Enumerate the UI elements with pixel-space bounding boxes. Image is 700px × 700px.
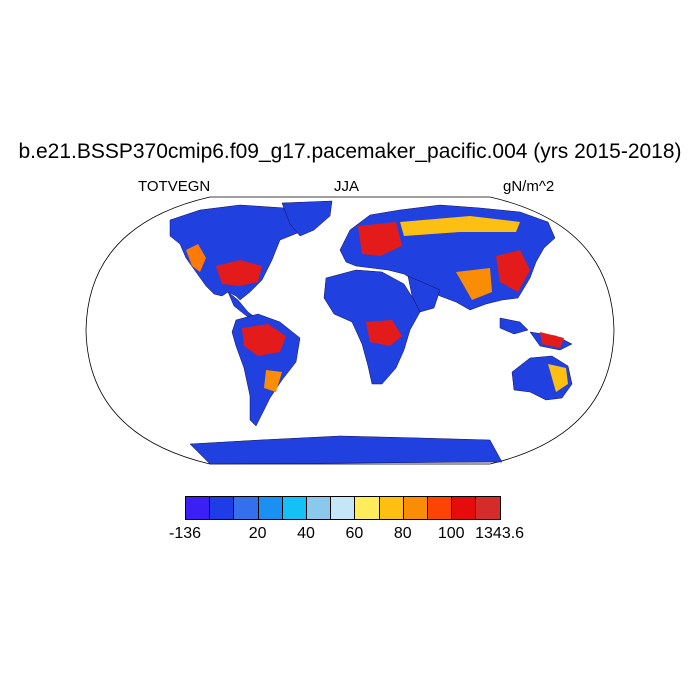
arabian-peninsula — [407, 275, 441, 313]
colorbar-box — [306, 497, 332, 519]
eastern-us-high — [216, 260, 262, 286]
boreal-mixed — [400, 216, 520, 236]
units-label: gN/m^2 — [503, 178, 555, 195]
season-label: JJA — [334, 178, 360, 195]
colorbar-box — [379, 497, 404, 519]
east-asia-high — [496, 250, 530, 292]
colorbar-box — [355, 497, 380, 519]
colorbar-box — [331, 497, 356, 519]
se-asia-high — [540, 332, 564, 348]
colorbar-tick-label: -136 — [168, 525, 202, 542]
high-vegetation-regions — [186, 216, 568, 392]
colorbar-box — [234, 497, 259, 519]
south-asia-mixed — [456, 268, 492, 300]
colorbar-box — [186, 497, 211, 519]
amazon-high — [242, 324, 286, 356]
colorbar-tick-label: 100 — [437, 525, 465, 542]
colorbar-tick-label: 60 — [345, 525, 364, 542]
colorbar — [185, 496, 502, 520]
central-africa-high — [366, 320, 402, 346]
australia-coast — [548, 364, 568, 392]
south-america-south — [264, 370, 282, 392]
colorbar-box — [403, 497, 428, 519]
colorbar-box — [210, 497, 235, 519]
greenland — [281, 200, 333, 237]
western-na-mixed — [186, 244, 206, 272]
antarctica — [189, 435, 503, 465]
europe-high — [358, 222, 402, 256]
colorbar-box — [452, 497, 477, 519]
colorbar-box — [258, 497, 283, 519]
colorbar-box — [282, 497, 307, 519]
map-title: b.e21.BSSP370cmip6.f09_g17.pacemaker_pac… — [18, 140, 682, 163]
variable-label: TOTVEGN — [138, 178, 211, 195]
colorbar-tick-label: 40 — [297, 525, 315, 542]
colorbar-box — [427, 497, 453, 519]
colorbar-box — [476, 497, 501, 519]
colorbar-tick-label: 80 — [393, 525, 412, 542]
colorbar-tick-label: 20 — [248, 525, 267, 542]
colorbar-tick-label: 1343.6 — [475, 525, 525, 542]
